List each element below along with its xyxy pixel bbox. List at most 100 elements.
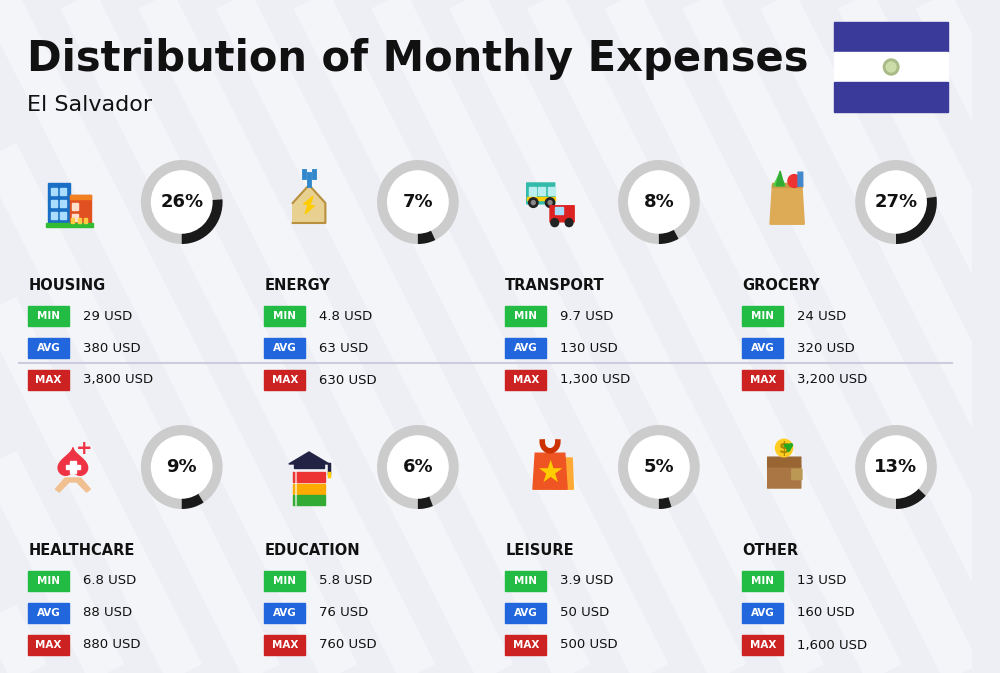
- FancyBboxPatch shape: [60, 200, 66, 207]
- Polygon shape: [58, 448, 88, 475]
- Text: +: +: [76, 439, 93, 458]
- Polygon shape: [774, 174, 785, 186]
- FancyBboxPatch shape: [538, 187, 545, 195]
- Text: MIN: MIN: [751, 311, 774, 321]
- FancyBboxPatch shape: [72, 203, 78, 210]
- Wedge shape: [855, 425, 937, 509]
- Wedge shape: [618, 160, 700, 244]
- Text: El Salvador: El Salvador: [27, 95, 152, 115]
- FancyBboxPatch shape: [51, 212, 57, 219]
- FancyBboxPatch shape: [28, 370, 69, 390]
- FancyBboxPatch shape: [834, 22, 948, 52]
- Text: GROCERY: GROCERY: [742, 278, 820, 293]
- FancyBboxPatch shape: [529, 187, 536, 196]
- FancyBboxPatch shape: [505, 635, 546, 655]
- Text: 1,300 USD: 1,300 USD: [560, 374, 630, 386]
- Text: MIN: MIN: [514, 311, 537, 321]
- Polygon shape: [776, 171, 784, 186]
- FancyBboxPatch shape: [768, 457, 801, 467]
- Text: 4.8 USD: 4.8 USD: [319, 310, 372, 322]
- Text: AVG: AVG: [273, 343, 297, 353]
- Text: MAX: MAX: [513, 375, 539, 385]
- Circle shape: [545, 198, 555, 207]
- Text: AVG: AVG: [273, 608, 297, 618]
- Text: 760 USD: 760 USD: [319, 639, 376, 651]
- FancyBboxPatch shape: [550, 206, 574, 222]
- Wedge shape: [855, 160, 937, 244]
- FancyBboxPatch shape: [264, 370, 305, 390]
- FancyBboxPatch shape: [792, 469, 802, 480]
- Text: 3,800 USD: 3,800 USD: [83, 374, 153, 386]
- FancyBboxPatch shape: [293, 472, 325, 482]
- Text: 50 USD: 50 USD: [560, 606, 609, 620]
- Text: Distribution of Monthly Expenses: Distribution of Monthly Expenses: [27, 38, 809, 80]
- Circle shape: [388, 171, 448, 233]
- Wedge shape: [896, 197, 937, 244]
- Text: MAX: MAX: [35, 640, 62, 650]
- FancyBboxPatch shape: [51, 188, 57, 195]
- FancyBboxPatch shape: [51, 200, 57, 207]
- Text: 500 USD: 500 USD: [560, 639, 617, 651]
- Wedge shape: [377, 160, 459, 244]
- Text: 24 USD: 24 USD: [797, 310, 846, 322]
- Wedge shape: [141, 425, 223, 509]
- Circle shape: [152, 171, 212, 233]
- FancyBboxPatch shape: [772, 183, 802, 187]
- FancyBboxPatch shape: [70, 195, 91, 199]
- Text: 13 USD: 13 USD: [797, 575, 846, 588]
- Text: AVG: AVG: [37, 343, 60, 353]
- Circle shape: [565, 219, 573, 227]
- Wedge shape: [659, 497, 671, 509]
- FancyBboxPatch shape: [505, 306, 546, 326]
- FancyBboxPatch shape: [264, 338, 305, 358]
- Wedge shape: [896, 489, 926, 509]
- Text: AVG: AVG: [37, 608, 60, 618]
- Circle shape: [886, 62, 896, 72]
- Text: MAX: MAX: [35, 375, 62, 385]
- Circle shape: [529, 198, 538, 207]
- FancyBboxPatch shape: [742, 571, 783, 591]
- Polygon shape: [551, 458, 573, 489]
- Text: AVG: AVG: [751, 343, 775, 353]
- FancyBboxPatch shape: [505, 370, 546, 390]
- Text: MAX: MAX: [513, 640, 539, 650]
- Polygon shape: [533, 453, 567, 489]
- Text: 8%: 8%: [644, 193, 674, 211]
- FancyBboxPatch shape: [28, 603, 69, 623]
- FancyBboxPatch shape: [742, 603, 783, 623]
- Polygon shape: [770, 186, 804, 224]
- Text: 88 USD: 88 USD: [83, 606, 132, 620]
- Text: MAX: MAX: [272, 640, 298, 650]
- FancyBboxPatch shape: [78, 218, 81, 223]
- Text: MIN: MIN: [751, 576, 774, 586]
- Text: 13%: 13%: [874, 458, 918, 476]
- FancyBboxPatch shape: [742, 635, 783, 655]
- FancyBboxPatch shape: [834, 52, 948, 82]
- FancyBboxPatch shape: [742, 370, 783, 390]
- FancyBboxPatch shape: [768, 466, 801, 488]
- Wedge shape: [418, 230, 435, 244]
- Text: 320 USD: 320 USD: [797, 341, 855, 355]
- FancyBboxPatch shape: [72, 214, 78, 221]
- FancyBboxPatch shape: [264, 306, 305, 326]
- Text: AVG: AVG: [514, 343, 538, 353]
- FancyBboxPatch shape: [28, 338, 69, 358]
- Polygon shape: [70, 461, 76, 473]
- FancyBboxPatch shape: [742, 338, 783, 358]
- Text: 7%: 7%: [403, 193, 433, 211]
- Text: 6.8 USD: 6.8 USD: [83, 575, 136, 588]
- FancyBboxPatch shape: [264, 603, 305, 623]
- Text: 3.9 USD: 3.9 USD: [560, 575, 613, 588]
- Text: ★: ★: [536, 459, 564, 488]
- Text: 63 USD: 63 USD: [319, 341, 368, 355]
- Text: 9.7 USD: 9.7 USD: [560, 310, 613, 322]
- FancyBboxPatch shape: [293, 484, 325, 493]
- FancyBboxPatch shape: [742, 306, 783, 326]
- FancyBboxPatch shape: [527, 197, 555, 200]
- Text: MIN: MIN: [37, 576, 60, 586]
- Circle shape: [788, 174, 800, 187]
- Text: MIN: MIN: [514, 576, 537, 586]
- Circle shape: [548, 201, 552, 205]
- FancyBboxPatch shape: [84, 218, 87, 223]
- Polygon shape: [293, 185, 325, 223]
